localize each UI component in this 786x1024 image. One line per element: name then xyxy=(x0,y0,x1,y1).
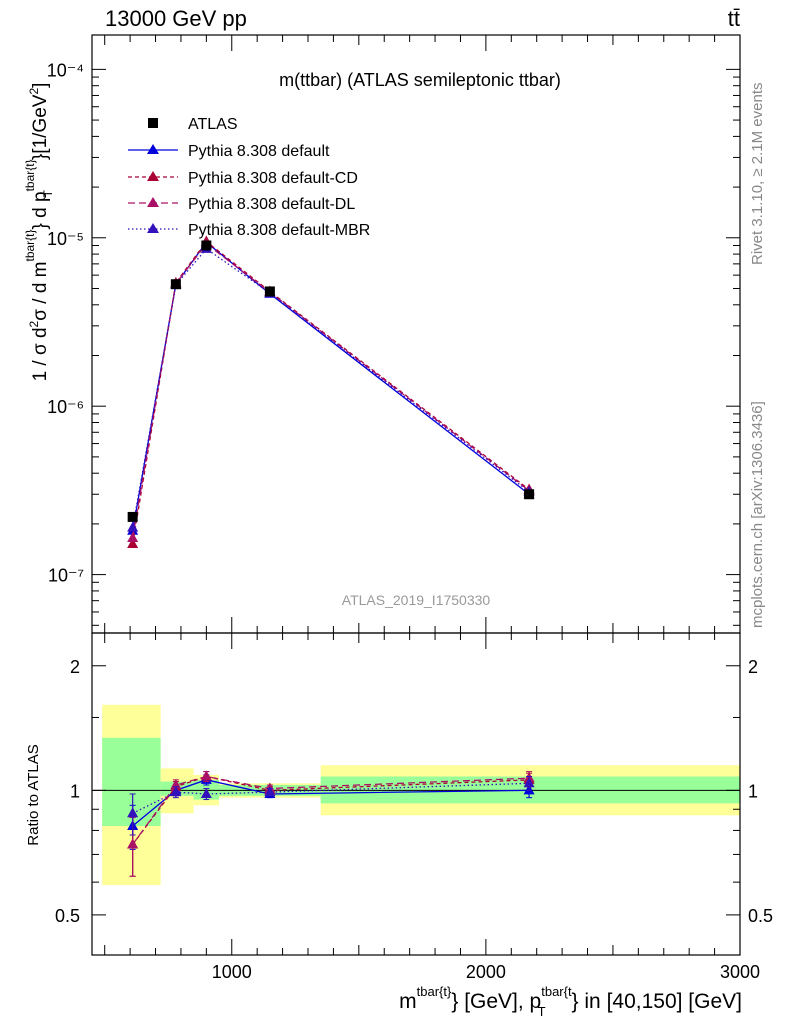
ratio-point-mbr xyxy=(523,777,535,788)
side-label-bottom: mcplots.cern.ch [arXiv:1306.3436] xyxy=(749,401,766,628)
ratio-frame xyxy=(91,632,741,956)
series-point-dl xyxy=(127,531,139,542)
ratio-point-mbr xyxy=(264,786,276,797)
legend-dl-marker xyxy=(147,197,159,207)
ratio-line-mbr xyxy=(132,782,530,814)
header-right: tt̄ xyxy=(728,6,740,31)
x-tick-label: 1000 xyxy=(212,962,252,982)
y-tick-label-ratio: 2 xyxy=(70,657,80,677)
y-axis-label-main: 1 / σ d2σ / d mtbar{t}} d ptbar{t}T}[1/G… xyxy=(23,83,55,382)
x-tick-label: 2000 xyxy=(466,962,506,982)
ratio-point-dl xyxy=(200,770,212,781)
ratio-point-dl xyxy=(127,838,139,849)
legend-atlas-label: ATLAS xyxy=(188,116,238,133)
series-point-cd xyxy=(127,537,139,548)
series-point-mbr xyxy=(127,521,139,532)
header-left: 13000 GeV pp xyxy=(105,6,247,31)
legend-dl-label: Pythia 8.308 default-DL xyxy=(188,196,355,213)
y-tick-label-ratio: 0.5 xyxy=(55,906,80,926)
series-line-default xyxy=(132,241,530,531)
y-tick-label-main: 10⁻⁷ xyxy=(48,566,84,586)
legend: ATLAS Pythia 8.308 default Pythia 8.308 … xyxy=(128,116,370,239)
data-point-atlas xyxy=(264,286,275,297)
y-tick-label-main: 10⁻⁴ xyxy=(47,60,84,80)
x-tick-label: 3000 xyxy=(720,962,760,982)
ratio-line-cd xyxy=(132,775,530,845)
data-point-atlas xyxy=(524,489,535,500)
ratio-point-mbr xyxy=(170,786,182,797)
y-axis-label-ratio: Ratio to ATLAS xyxy=(25,744,42,845)
y-tick-label-main: 10⁻⁵ xyxy=(47,229,84,249)
ratio-point-mbr xyxy=(200,787,212,798)
series-line-dl xyxy=(132,242,530,539)
plot-title: m(ttbar) (ATLAS semileptonic ttbar) xyxy=(279,70,561,90)
legend-cd-marker xyxy=(147,171,159,181)
legend-atlas-marker xyxy=(148,118,158,128)
x-axis-label: mtbar{t}} [GeV], ptbar{t T} in [40,150] [… xyxy=(399,984,742,1019)
legend-mbr-marker xyxy=(147,223,159,233)
ratio-panel: 0.5 0.5 1 1 2 2 1000 2000 3000 xyxy=(55,632,773,982)
side-label-top: Rivet 3.1.10, ≥ 2.1M events xyxy=(749,83,766,266)
analysis-watermark: ATLAS_2019_I1750330 xyxy=(342,592,491,608)
y-tick-label-ratio-right: 0.5 xyxy=(748,906,773,926)
y-tick-label-ratio-right: 1 xyxy=(748,781,758,801)
y-tick-label-ratio-right: 2 xyxy=(748,657,758,677)
series-line-mbr xyxy=(132,247,530,528)
legend-default-marker xyxy=(147,144,159,154)
series-line-cd xyxy=(132,240,530,545)
legend-default-label: Pythia 8.308 default xyxy=(188,143,330,160)
data-point-atlas xyxy=(170,279,181,290)
data-point-atlas xyxy=(201,240,212,251)
y-tick-label-ratio: 1 xyxy=(70,781,80,801)
legend-cd-label: Pythia 8.308 default-CD xyxy=(188,170,358,187)
main-panel: 10⁻⁷ 10⁻⁶ 10⁻⁵ 10⁻⁴ xyxy=(47,34,741,634)
data-point-atlas xyxy=(127,511,138,522)
ratio-point-mbr xyxy=(127,807,139,818)
legend-mbr-label: Pythia 8.308 default-MBR xyxy=(188,222,370,239)
y-tick-label-main: 10⁻⁶ xyxy=(47,397,84,417)
